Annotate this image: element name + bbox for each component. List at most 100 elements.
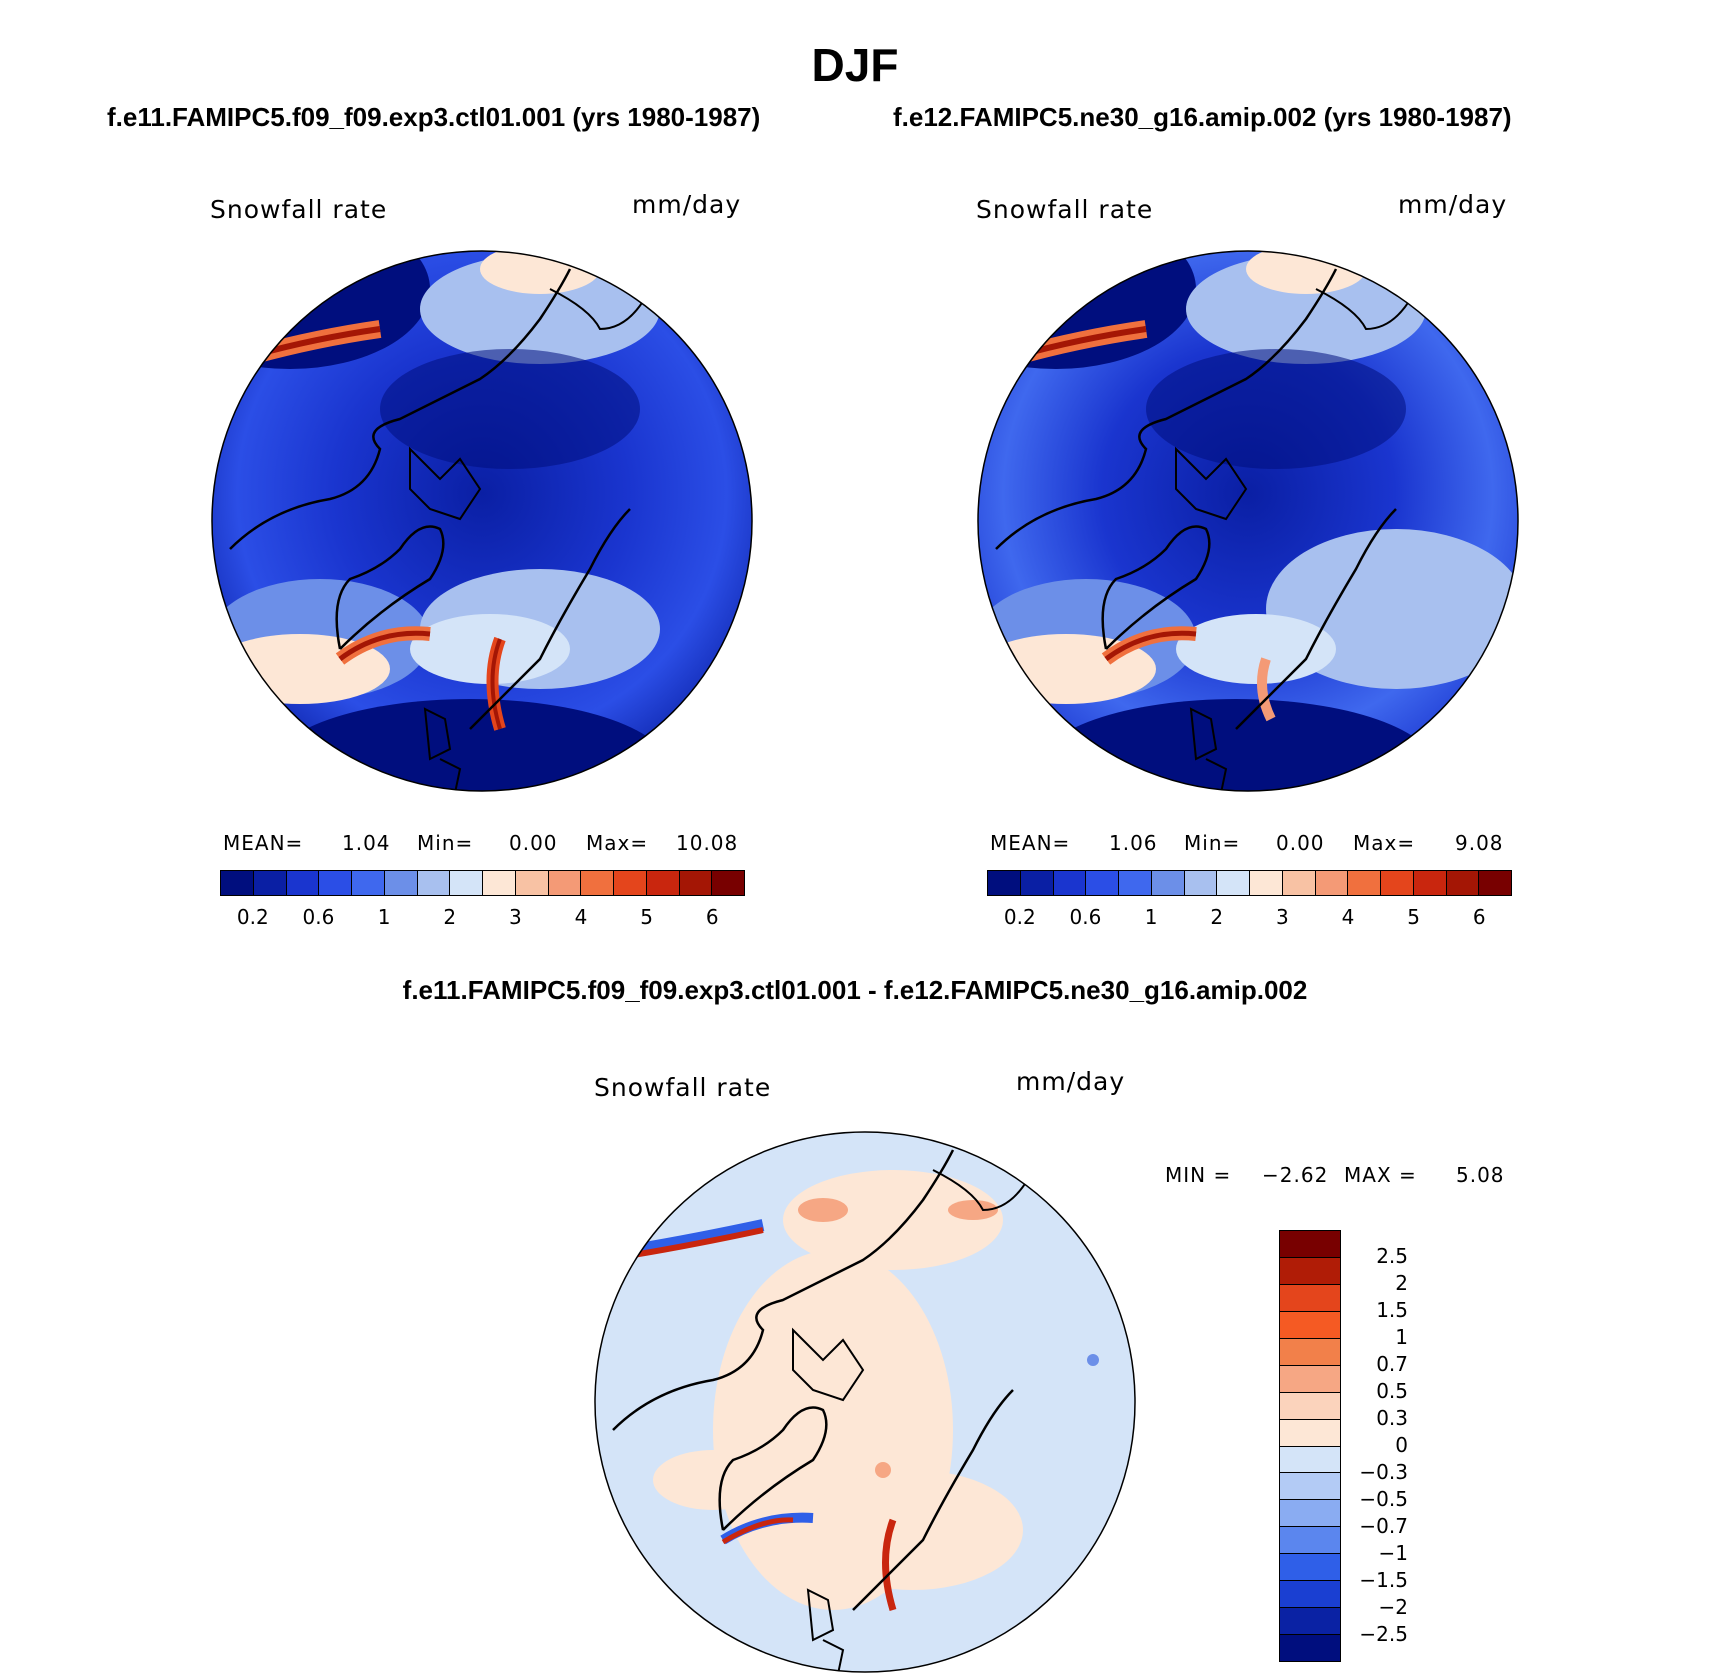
colorbar-tick-label: 0.7 xyxy=(1376,1352,1408,1376)
colorbar-swatch xyxy=(988,871,1021,895)
panel1-min-value: 0.00 xyxy=(509,831,558,855)
colorbar-swatch xyxy=(1280,1446,1340,1474)
panel1-max-value: 10.08 xyxy=(676,831,739,855)
colorbar-swatch xyxy=(352,871,385,895)
colorbar-swatch xyxy=(221,871,254,895)
panel1-variable-label: Snowfall rate xyxy=(210,195,388,224)
colorbar-tick-label: −2 xyxy=(1378,1595,1408,1619)
colorbar-tick-label: 1 xyxy=(1144,905,1158,929)
colorbar-swatch xyxy=(1086,871,1119,895)
panel2-max-label: Max= xyxy=(1353,831,1416,855)
colorbar-difference xyxy=(1279,1230,1341,1662)
colorbar-tick-label: −0.5 xyxy=(1359,1487,1408,1511)
colorbar-swatch xyxy=(1184,871,1218,895)
panel2-mean-label: MEAN= xyxy=(990,831,1071,855)
left-case-title: f.e11.FAMIPC5.f09_f09.exp3.ctl01.001 (yr… xyxy=(107,102,761,132)
colorbar-tick-label: −1.5 xyxy=(1359,1568,1408,1592)
colorbar-swatch xyxy=(1053,871,1087,895)
colorbar-tick-label: 2 xyxy=(443,905,457,929)
map-panel1 xyxy=(211,250,753,792)
colorbar-swatch xyxy=(1280,1311,1340,1339)
colorbar-swatch xyxy=(1280,1392,1340,1420)
panel2-min-label: Min= xyxy=(1184,831,1241,855)
panel1-mean-value: 1.04 xyxy=(342,831,391,855)
colorbar-swatch xyxy=(581,871,614,895)
panel2-units-label: mm/day xyxy=(1398,190,1508,219)
colorbar-swatch xyxy=(1280,1419,1340,1447)
colorbar-swatch xyxy=(417,871,451,895)
colorbar-swatch xyxy=(1280,1231,1340,1258)
colorbar-tick-label: 2.5 xyxy=(1376,1244,1408,1268)
panel1-max-label: Max= xyxy=(586,831,649,855)
diff-variable-label: Snowfall rate xyxy=(594,1073,772,1102)
colorbar-tick-label: 6 xyxy=(705,905,719,929)
diff-min-label: MIN = xyxy=(1165,1163,1232,1187)
colorbar-swatch xyxy=(1280,1473,1340,1501)
colorbar-panel2 xyxy=(987,870,1512,896)
colorbar-swatch xyxy=(548,871,582,895)
colorbar-panel1 xyxy=(220,870,745,896)
map-panel2 xyxy=(977,250,1519,792)
colorbar-tick-label: 0.6 xyxy=(302,905,335,929)
colorbar-swatch xyxy=(515,871,549,895)
colorbar-tick-label: 3 xyxy=(1275,905,1289,929)
colorbar-tick-label: 2 xyxy=(1395,1271,1408,1295)
colorbar-tick-label: −0.7 xyxy=(1359,1514,1408,1538)
colorbar-swatch xyxy=(614,871,647,895)
colorbar-swatch xyxy=(319,871,352,895)
colorbar-swatch xyxy=(1217,871,1250,895)
colorbar-tick-label: −0.3 xyxy=(1359,1460,1408,1484)
colorbar-tick-label: 0.2 xyxy=(1003,905,1036,929)
colorbar-swatch xyxy=(1280,1284,1340,1312)
colorbar-tick-label: 1 xyxy=(377,905,391,929)
colorbar-tick-label: 1.5 xyxy=(1376,1298,1408,1322)
colorbar-swatch xyxy=(1280,1338,1340,1366)
colorbar-tick-label: 2 xyxy=(1210,905,1224,929)
colorbar-swatch xyxy=(1280,1554,1340,1582)
colorbar-tick-label: 0.5 xyxy=(1376,1379,1408,1403)
map-difference xyxy=(594,1131,1136,1673)
colorbar-tick-label: 0.2 xyxy=(236,905,269,929)
colorbar-swatch xyxy=(712,871,744,895)
colorbar-swatch xyxy=(1479,871,1511,895)
colorbar-swatch xyxy=(1250,871,1283,895)
colorbar-tick-label: −2.5 xyxy=(1359,1622,1408,1646)
colorbar-tick-label: 1 xyxy=(1395,1325,1408,1349)
colorbar-swatch xyxy=(1280,1581,1340,1609)
panel1-min-label: Min= xyxy=(417,831,474,855)
colorbar-swatch xyxy=(253,871,287,895)
diff-units-label: mm/day xyxy=(1016,1067,1126,1096)
colorbar-swatch xyxy=(286,871,320,895)
colorbar-swatch xyxy=(1119,871,1152,895)
colorbar-swatch xyxy=(450,871,483,895)
colorbar-swatch xyxy=(1020,871,1054,895)
right-case-title: f.e12.FAMIPC5.ne30_g16.amip.002 (yrs 198… xyxy=(893,102,1512,132)
colorbar-tick-label: −1 xyxy=(1378,1541,1408,1565)
colorbar-swatch xyxy=(1315,871,1349,895)
colorbar-swatch xyxy=(646,871,680,895)
colorbar-swatch xyxy=(1280,1635,1340,1661)
colorbar-tick-label: 0.6 xyxy=(1069,905,1102,929)
colorbar-tick-label: 0.3 xyxy=(1376,1406,1408,1430)
diff-max-value: 5.08 xyxy=(1456,1163,1505,1187)
colorbar-swatch xyxy=(1280,1365,1340,1393)
colorbar-swatch xyxy=(679,871,713,895)
colorbar-swatch xyxy=(483,871,516,895)
panel2-mean-value: 1.06 xyxy=(1109,831,1158,855)
panel1-units-label: mm/day xyxy=(632,190,742,219)
colorbar-tick-label: 5 xyxy=(1407,905,1420,929)
panel2-max-value: 9.08 xyxy=(1455,831,1504,855)
colorbar-tick-label: 0 xyxy=(1395,1433,1408,1457)
colorbar-tick-label: 3 xyxy=(508,905,522,929)
diff-min-value: −2.62 xyxy=(1262,1163,1329,1187)
colorbar-tick-label: 4 xyxy=(1341,905,1355,929)
colorbar-swatch xyxy=(1280,1527,1340,1555)
colorbar-swatch xyxy=(1446,871,1480,895)
colorbar-swatch xyxy=(1280,1608,1340,1636)
colorbar-tick-label: 5 xyxy=(640,905,653,929)
colorbar-tick-label: 6 xyxy=(1472,905,1486,929)
colorbar-swatch xyxy=(1381,871,1414,895)
panel2-min-value: 0.00 xyxy=(1276,831,1325,855)
figure-title: DJF xyxy=(811,39,899,91)
diff-max-label: MAX = xyxy=(1344,1163,1417,1187)
